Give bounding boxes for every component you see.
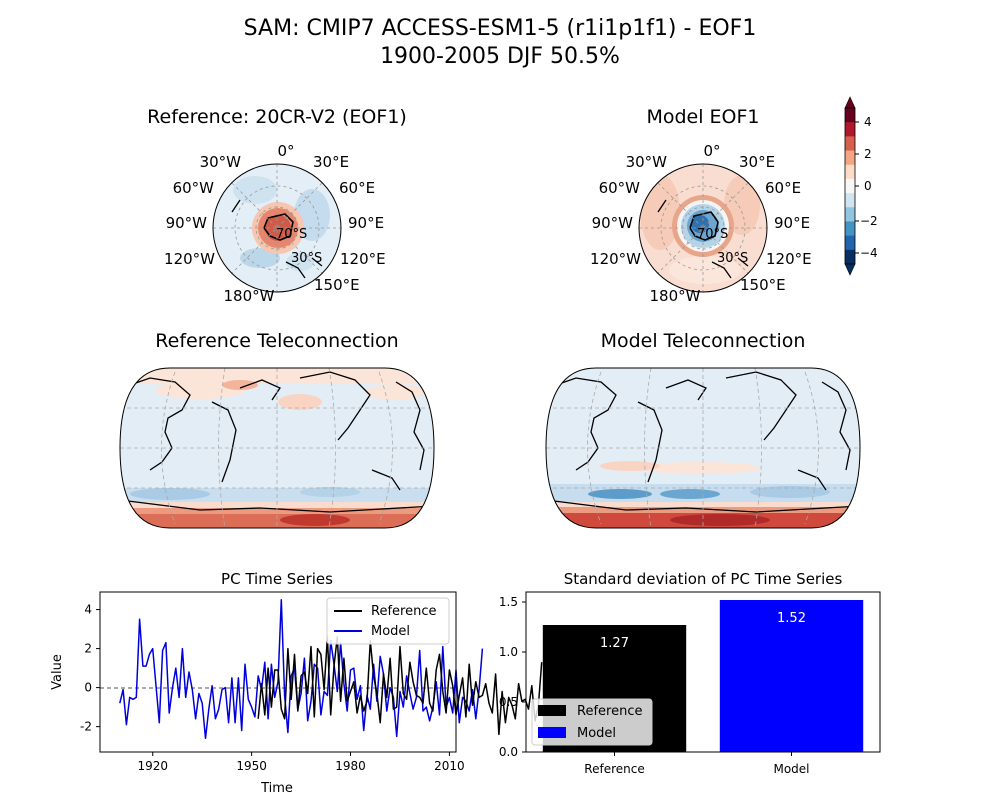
model-lon-60e: 60°E (765, 179, 801, 197)
colorbar-block (845, 178, 855, 194)
model-lon-60w: 60°W (599, 179, 641, 197)
x-tick-label: 1950 (236, 759, 267, 773)
model-lon-120w: 120°W (590, 250, 641, 268)
stddev-bar-chart: Standard deviation of PC Time Series 1.2… (499, 570, 881, 776)
x-tick-label: Reference (584, 762, 644, 776)
model-lon-90w: 90°W (592, 214, 634, 232)
colorbar-block (845, 207, 855, 222)
model-lon-180w: 180°W (650, 287, 701, 305)
colorbar-block (845, 221, 855, 237)
model-lat-70s: 70°S (697, 227, 728, 242)
bar-legend-model: Model (577, 726, 616, 741)
figure-title-line2: 1900-2005 DJF 50.5% (380, 44, 620, 69)
ref-lon-150e: 150°E (314, 276, 360, 294)
ref-lat-30s: 30°S (291, 251, 322, 266)
colorbar-block (845, 193, 855, 208)
colorbar-tick-neg2: −2 (860, 214, 878, 228)
model-lat-30s: 30°S (717, 251, 748, 266)
ref-lon-120e: 120°E (340, 250, 386, 268)
stddev-title: Standard deviation of PC Time Series (564, 570, 843, 588)
ref-lon-180w: 180°W (224, 287, 275, 305)
model-lon-30w: 30°W (626, 153, 668, 171)
model-tele-map (545, 367, 861, 529)
colorbar: 4 2 0 −2 −4 (844, 96, 878, 276)
bar-value-label: 1.52 (777, 611, 806, 626)
x-tick-label: Model (773, 762, 809, 776)
ref-lon-60e: 60°E (339, 179, 375, 197)
colorbar-block (845, 136, 855, 152)
x-tick-label: 1980 (335, 759, 366, 773)
colorbar-block (845, 122, 855, 137)
y-tick-label: 0 (84, 681, 92, 695)
colorbar-tick-4: 4 (864, 115, 872, 129)
y-tick-label: 1.5 (499, 595, 518, 609)
bar-legend-reference: Reference (577, 704, 642, 719)
y-tick-label: 4 (84, 603, 92, 617)
ref-lon-90e: 90°E (348, 214, 384, 232)
bar-value-label: 1.27 (600, 636, 629, 651)
ref-lon-30w: 30°W (200, 153, 242, 171)
colorbar-tick-neg4: −4 (860, 246, 878, 260)
colorbar-block (845, 249, 855, 265)
y-tick-label: 1.0 (499, 645, 518, 659)
ref-lon-120w: 120°W (164, 250, 215, 268)
model-polar-map: 70°S 30°S 0° 30°E 60°E 90°E 120°E 150°E … (590, 142, 812, 305)
model-tele-title: Model Teleconnection (601, 330, 806, 352)
y-tick-label: 0.5 (499, 695, 518, 709)
stddev-legend: Reference Model (531, 698, 653, 746)
ref-eof-title: Reference: 20CR-V2 (EOF1) (147, 106, 407, 128)
pc-timeseries-ylabel: Value (50, 654, 65, 690)
x-tick-label: 2010 (434, 759, 465, 773)
y-tick-label: -2 (80, 720, 92, 734)
model-lon-120e: 120°E (766, 250, 812, 268)
y-tick-label: 2 (84, 642, 92, 656)
legend-model-label: Model (371, 624, 410, 639)
series-line-reference (257, 636, 543, 736)
colorbar-block (845, 164, 855, 180)
model-lon-0: 0° (703, 142, 720, 160)
figure-title-line1: SAM: CMIP7 ACCESS-ESM1-5 (r1i1p1f1) - EO… (244, 16, 757, 41)
model-lon-150e: 150°E (740, 276, 786, 294)
ref-lon-0: 0° (277, 142, 294, 160)
legend-reference-label: Reference (371, 604, 436, 619)
model-lon-90e: 90°E (774, 214, 810, 232)
pc-timeseries-legend: Reference Model (326, 597, 450, 645)
model-lon-30e: 30°E (739, 153, 775, 171)
colorbar-tick-0: 0 (864, 179, 872, 193)
series-line-model (119, 599, 484, 740)
colorbar-block (845, 150, 855, 166)
ref-tele-title: Reference Teleconnection (155, 330, 398, 352)
colorbar-block (845, 235, 855, 251)
ref-lon-30e: 30°E (313, 153, 349, 171)
x-tick-label: 1920 (137, 759, 168, 773)
pc-timeseries-title: PC Time Series (221, 570, 333, 588)
pc-timeseries-chart: PC Time Series 1920 1950 1980 2010 -2 0 2 4 Ti… (50, 570, 543, 796)
ref-lat-70s: 70°S (276, 227, 307, 242)
ref-lon-60w: 60°W (173, 179, 215, 197)
colorbar-block (845, 108, 855, 123)
model-eof-title: Model EOF1 (646, 106, 759, 128)
ref-lon-90w: 90°W (166, 214, 208, 232)
ref-tele-map (119, 367, 435, 529)
pc-timeseries-xlabel: Time (260, 781, 293, 796)
colorbar-tick-2: 2 (864, 147, 872, 161)
y-tick-label: 0.0 (499, 745, 518, 759)
ref-polar-map: 70°S 30°S 0° 30°E 60°E 90°E 120°E 150°E … (164, 142, 386, 305)
bar-model (719, 600, 864, 752)
